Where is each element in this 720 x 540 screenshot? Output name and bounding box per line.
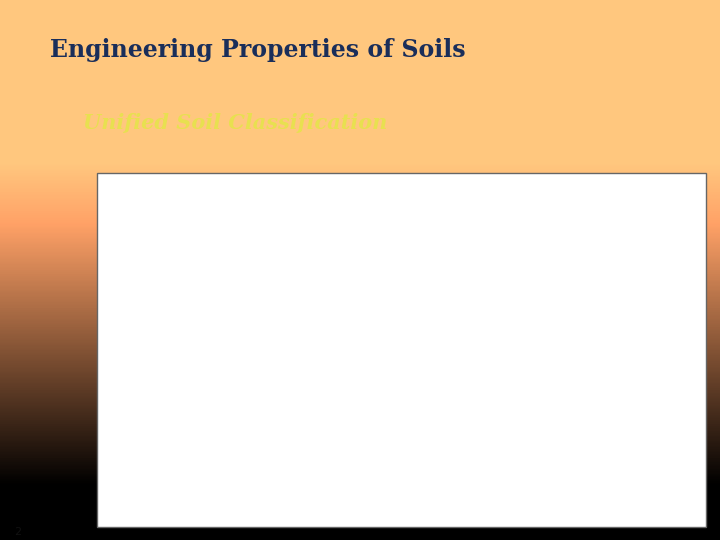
Text: Atterberg limits plot below "A"
line or plasticity index less than 4: Atterberg limits plot below "A" line or …	[541, 288, 654, 301]
Text: $\mathcal{S\!C}$: $\mathcal{S\!C}$	[239, 501, 253, 513]
Text: Poorly graded sands and
gravelly sands, little or
no fines: Poorly graded sands and gravelly sands, …	[313, 417, 400, 437]
Text: 5% to 12% pass 75 µm sieve: 5% to 12% pass 75 µm sieve	[503, 432, 508, 508]
Text: $C_u = D_{60}/D_{10}$ Greater than 4: $C_u = D_{60}/D_{10}$ Greater than 4	[541, 208, 634, 219]
Text: $C_c = \frac{(D_{30})^2}{D_{10} \times D_{60}}$  Between 1 and 3: $C_c = \frac{(D_{30})^2}{D_{10} \times D…	[541, 219, 641, 237]
Text: Engineering Properties of Soils: Engineering Properties of Soils	[50, 38, 466, 62]
Text: Not meeting both criteria for GW: Not meeting both criteria for GW	[541, 260, 651, 266]
Text: GP: GP	[274, 263, 286, 272]
Text: Clean
sands: Clean sands	[194, 379, 204, 397]
Text: Not meeting both criteria for SW: Not meeting both criteria for SW	[541, 424, 650, 430]
Text: Silty gravels, gravel-sand-
silt mixtures: Silty gravels, gravel-sand- silt mixture…	[313, 295, 405, 308]
Text: SM: SM	[273, 463, 287, 472]
Text: Atterberg limits plot above "A"
line and plasticity index greater
than 7: Atterberg limits plot above "A" line and…	[541, 497, 648, 517]
Text: Clean
gravels: Clean gravels	[194, 235, 204, 258]
Text: Major Division: Major Division	[147, 195, 206, 204]
Text: Silty sands, sand-silt
mixtures: Silty sands, sand-silt mixtures	[313, 461, 385, 474]
Text: Well-graded gravels and
gravel-sand mixtures,
little or no fines: Well-graded gravels and gravel-sand mixt…	[313, 218, 398, 238]
Text: Less than 5% pass 75 µm sieve: Less than 5% pass 75 µm sieve	[463, 367, 468, 449]
Text: Group
Symbols: Group Symbols	[264, 188, 296, 207]
Text: GC: GC	[273, 338, 287, 347]
Text: Classification on basis of percentage of fines: Classification on basis of percentage of…	[451, 297, 456, 437]
Text: Gravels
with fines: Gravels with fines	[194, 287, 204, 317]
Text: Clayey gravels, gravel-
sand-clay mixtures: Clayey gravels, gravel- sand-clay mixtur…	[313, 336, 393, 349]
Text: (ASTM designation D-2487): (ASTM designation D-2487)	[344, 186, 459, 195]
Text: 2: 2	[14, 526, 22, 537]
Text: Unified Soil Classification System: Unified Soil Classification System	[331, 177, 472, 186]
Text: Gravels
50% or more of coarse
fraction retained on
4.75 mm (No. 4) sieve: Gravels 50% or more of coarse fraction r…	[147, 253, 169, 321]
Text: GW, GP, SW, SP: GW, GP, SW, SP	[463, 225, 468, 268]
Text: GM: GM	[272, 298, 287, 306]
Text: Borderline Classification
requiring use of dual symbols: Borderline Classification requiring use …	[500, 233, 510, 311]
Text: Atterberg limits plot below "A"
line or plasticity index less than 4: Atterberg limits plot below "A" line or …	[541, 458, 654, 471]
Text: Classification Criteria: Classification Criteria	[575, 195, 665, 204]
Text: SW: SW	[272, 383, 287, 392]
Text: GM, GC, SM, SC: GM, GC, SM, SC	[481, 237, 486, 279]
Text: SC: SC	[274, 503, 286, 511]
Text: $C_u = D_{60}/D_{10}$ Greater than 6: $C_u = D_{60}/D_{10}$ Greater than 6	[541, 375, 634, 385]
Text: More than 12% pass 75 µm sieve: More than 12% pass 75 µm sieve	[481, 378, 486, 466]
Text: SP: SP	[274, 423, 285, 432]
Text: GW: GW	[271, 224, 288, 233]
Text: Clayey sand, sand-clay
mixtures: Clayey sand, sand-clay mixtures	[313, 501, 394, 514]
Text: Typical Names: Typical Names	[343, 195, 404, 204]
Text: Sands
More than 50% of coarse
fraction passes 4.75 mm
(No. 4) sieve: Sands More than 50% of coarse fraction p…	[147, 410, 169, 484]
Text: Well-graded sands and
gravelly sands, little or
no fines: Well-graded sands and gravelly sands, li…	[313, 377, 393, 397]
Text: Coarse-grained soils
More than 50% retained
on 75 µm (No. 200) sieve: Coarse-grained soils More than 50% retai…	[109, 328, 125, 407]
Text: Sands
with fines: Sands with fines	[194, 492, 204, 522]
Text: Atterberg limits plot above "A"
line and plasticity index greater
than 7: Atterberg limits plot above "A" line and…	[541, 327, 648, 347]
Text: $C_c = \frac{(D_{30})^2}{D_{10} \times D_{60}}$  Between 1 and 3: $C_c = \frac{(D_{30})^2}{D_{10} \times D…	[541, 387, 641, 404]
Text: Unified Soil Classification: Unified Soil Classification	[83, 113, 387, 133]
Text: Poorly graded gravels and
gravel-sand mixtures,
little or no fines: Poorly graded gravels and gravel-sand mi…	[313, 258, 405, 278]
